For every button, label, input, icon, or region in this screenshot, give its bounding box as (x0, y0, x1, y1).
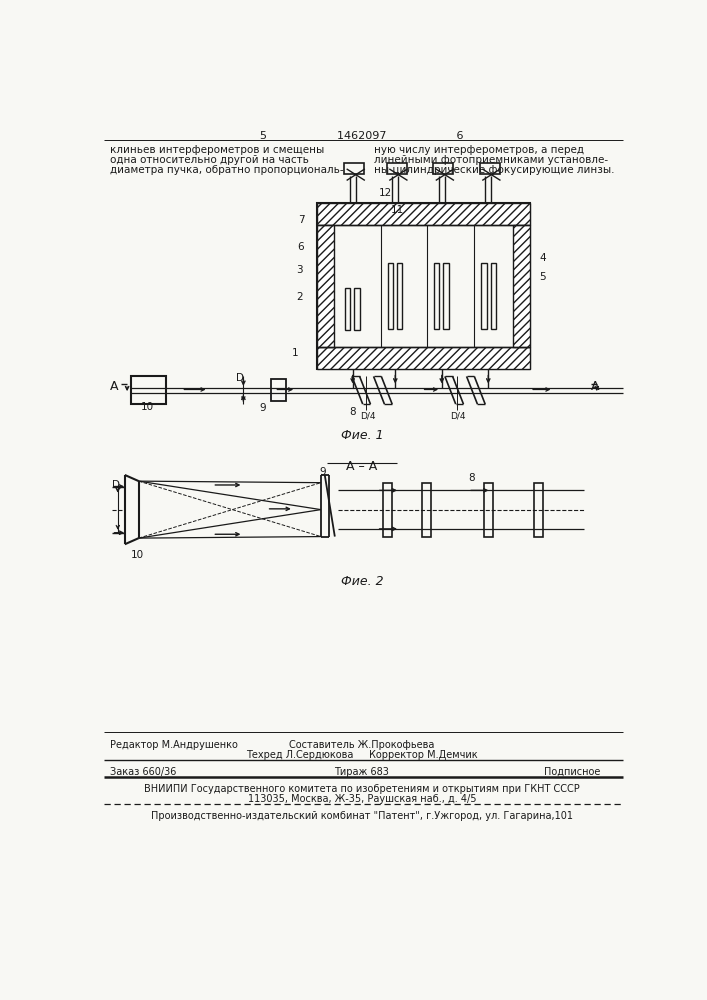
Text: Редактор М.Андрушенко: Редактор М.Андрушенко (110, 740, 238, 750)
Bar (354, 288, 360, 330)
Bar (443, 263, 449, 329)
Text: A: A (590, 380, 599, 393)
Text: 113035, Москва, Ж-35, Раушская наб., д. 4/5: 113035, Москва, Ж-35, Раушская наб., д. … (247, 794, 477, 804)
Text: D/4: D/4 (360, 412, 375, 421)
Bar (317, 203, 530, 225)
Text: Фие. 1: Фие. 1 (341, 429, 383, 442)
Bar (491, 263, 496, 329)
Bar (387, 163, 407, 174)
Text: Техред Л.Сердюкова     Корректор М.Демчик: Техред Л.Сердюкова Корректор М.Демчик (246, 750, 478, 760)
Bar (345, 288, 351, 330)
Text: Заказ 660/36: Заказ 660/36 (110, 767, 177, 777)
Text: клиньев интерферометров и смещены: клиньев интерферометров и смещены (110, 145, 325, 155)
Text: Тираж 683: Тираж 683 (334, 767, 390, 777)
Text: 10: 10 (131, 550, 144, 560)
Text: одна относительно другой на часть: одна относительно другой на часть (110, 155, 309, 165)
Text: ВНИИПИ Государственного комитета по изобретениям и открытиям при ГКНТ СССР: ВНИИПИ Государственного комитета по изоб… (144, 784, 580, 794)
Bar (534, 483, 543, 537)
Text: линейными фотоприемниками установле-: линейными фотоприемниками установле- (373, 155, 608, 165)
Text: 5                    1462097                    6: 5 1462097 6 (260, 131, 464, 141)
Text: D: D (112, 480, 119, 490)
Text: ную числу интерферометров, а перед: ную числу интерферометров, а перед (373, 145, 583, 155)
Text: Фие. 2: Фие. 2 (341, 575, 383, 588)
Text: Производственно-издательский комбинат "Патент", г.Ужгород, ул. Гагарина,101: Производственно-издательский комбинат "П… (151, 811, 573, 821)
Text: 8: 8 (349, 407, 356, 417)
Bar (434, 263, 440, 329)
Bar (317, 347, 530, 369)
Text: D/4: D/4 (450, 412, 466, 421)
Text: 1: 1 (292, 348, 299, 358)
Bar (480, 163, 500, 174)
Bar (131, 376, 166, 404)
Text: А – А: А – А (346, 460, 378, 473)
Bar (421, 483, 431, 537)
Bar (433, 163, 453, 174)
Text: 8: 8 (468, 473, 474, 483)
Bar (271, 379, 286, 401)
Text: 5: 5 (539, 272, 546, 282)
Bar (513, 225, 530, 347)
Text: 10: 10 (141, 402, 154, 412)
Text: 12: 12 (379, 188, 392, 198)
Bar (317, 225, 334, 347)
Text: 7: 7 (298, 215, 304, 225)
Bar (317, 203, 530, 369)
Bar (383, 483, 392, 537)
Text: ны цилиндрические фокусирующие линзы.: ны цилиндрические фокусирующие линзы. (373, 165, 614, 175)
Text: Составитель Ж.Прокофьева: Составитель Ж.Прокофьева (289, 740, 435, 750)
Text: 6: 6 (298, 242, 304, 252)
Text: A: A (110, 380, 119, 393)
Text: 9: 9 (320, 467, 326, 477)
Bar (397, 263, 402, 329)
Text: диаметра пучка, обратно пропорциональ-: диаметра пучка, обратно пропорциональ- (110, 165, 344, 175)
Text: D: D (235, 373, 244, 383)
Bar (387, 263, 393, 329)
Bar (484, 483, 493, 537)
Text: Подписное: Подписное (544, 767, 600, 777)
Bar (344, 163, 364, 174)
Text: 3: 3 (296, 265, 303, 275)
Text: 2: 2 (296, 292, 303, 302)
Bar (481, 263, 486, 329)
Text: 9: 9 (259, 403, 266, 413)
Text: 11: 11 (391, 205, 404, 215)
Text: 4: 4 (539, 253, 546, 263)
